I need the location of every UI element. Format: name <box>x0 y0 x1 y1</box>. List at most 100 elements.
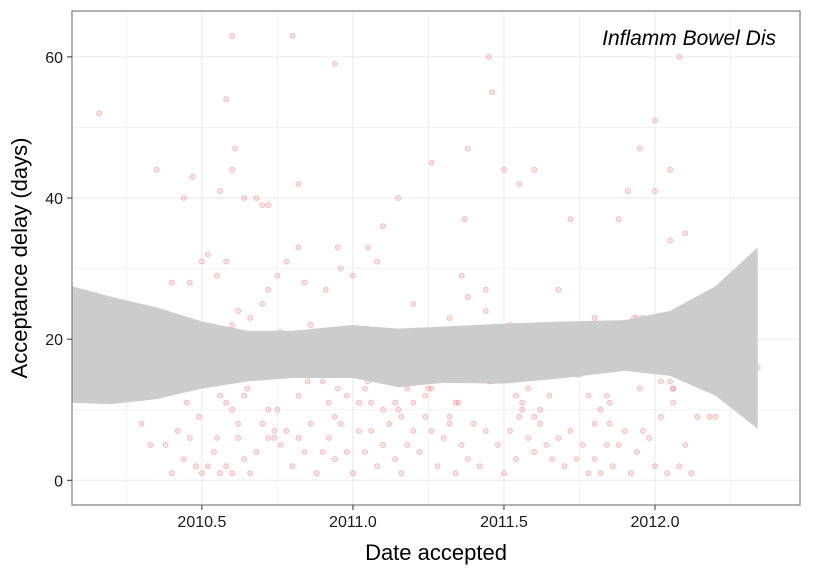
scatter-point <box>235 307 242 314</box>
scatter-point <box>458 272 465 279</box>
scatter-point <box>186 279 193 286</box>
scatter-point <box>386 420 393 427</box>
scatter-point <box>331 456 338 463</box>
scatter-point <box>265 406 272 413</box>
scatter-point <box>482 286 489 293</box>
scatter-point <box>621 427 628 434</box>
scatter-point <box>488 89 495 96</box>
scatter-point <box>694 413 701 420</box>
scatter-point <box>640 427 646 434</box>
scatter-point <box>319 449 326 456</box>
scatter-point <box>585 470 592 477</box>
scatter-point <box>637 145 643 152</box>
x-axis-ticks: 2010.5 2011.0 2011.5 2012.0 <box>177 505 680 531</box>
scatter-point <box>470 420 477 427</box>
scatter-point <box>627 470 634 477</box>
scatter-point <box>265 435 272 441</box>
scatter-point <box>519 406 525 413</box>
scatter-point <box>609 463 616 470</box>
scatter-point <box>271 427 278 434</box>
scatter-point <box>204 251 211 258</box>
scatter-point <box>585 392 592 399</box>
plot-panel-border <box>71 10 801 506</box>
scatter-point <box>395 406 402 413</box>
y-axis-title: Acceptance delay (days) <box>7 138 32 379</box>
scatter-point <box>688 470 695 477</box>
scatter-point <box>319 378 326 385</box>
scatter-point <box>343 449 350 456</box>
scatter-point <box>531 166 538 173</box>
x-tick-label: 2010.5 <box>177 514 226 531</box>
scatter-point <box>555 435 562 441</box>
scatter-point <box>482 427 489 434</box>
scatter-point <box>567 216 574 223</box>
scatter-point <box>615 216 622 223</box>
y-tick-label: 20 <box>45 332 63 349</box>
scatter-point <box>712 413 719 420</box>
scatter-point <box>304 378 311 385</box>
scatter-point <box>597 406 604 413</box>
scatter-point <box>138 420 145 427</box>
scatter-point <box>591 420 598 427</box>
scatter-point <box>543 442 550 448</box>
scatter-point <box>301 279 308 286</box>
scatter-point <box>416 449 423 456</box>
scatter-point <box>217 470 223 477</box>
scatter-point <box>274 272 281 279</box>
scatter-point <box>603 442 610 448</box>
scatter-point <box>549 456 556 463</box>
scatter-point <box>229 166 236 173</box>
plot-panel <box>72 11 800 505</box>
scatter-point <box>241 392 248 399</box>
scatter-point <box>180 456 187 463</box>
scatter-point <box>147 442 154 448</box>
scatter-point <box>356 399 362 406</box>
scatter-point <box>706 413 713 420</box>
x-tick-label: 2012.0 <box>631 514 680 531</box>
scatter-point <box>446 413 453 420</box>
scatter-point <box>461 216 468 223</box>
scatter-point <box>331 61 338 67</box>
scatter-point <box>428 159 435 166</box>
scatter-point <box>440 435 447 441</box>
scatter-point <box>676 54 683 60</box>
scatter-point <box>676 463 683 470</box>
scatter-point <box>295 180 302 187</box>
scatter-point <box>422 392 429 399</box>
scatter-point <box>271 435 278 441</box>
scatter-point <box>217 392 223 399</box>
scatter-point <box>265 202 272 209</box>
scatter-point <box>476 463 483 470</box>
scatter-point <box>555 286 562 293</box>
scatter-point <box>204 463 211 470</box>
scatter-point <box>253 195 260 201</box>
scatter-point <box>189 173 196 180</box>
panel-annotation: Inflamm Bowel Dis <box>602 27 776 50</box>
scatter-point <box>235 420 242 427</box>
scatter-point <box>241 456 248 463</box>
scatter-point <box>277 442 284 448</box>
scatter-point <box>374 258 381 265</box>
x-tick-label: 2011.5 <box>480 514 528 531</box>
scatter-point <box>223 258 230 265</box>
scatter-point <box>670 399 676 406</box>
scatter-point <box>537 406 544 413</box>
scatter-point <box>380 223 387 230</box>
scatter-point <box>525 385 531 392</box>
scatter-point <box>307 322 314 328</box>
scatter-point <box>289 463 296 470</box>
scatter-point <box>561 463 568 470</box>
scatter-point <box>422 413 429 420</box>
scatter-point <box>343 392 350 399</box>
scatter-point <box>667 378 673 385</box>
scatter-point <box>168 470 175 477</box>
scatter-point <box>223 96 230 103</box>
scatter-point <box>573 456 580 463</box>
scatter-point <box>265 286 272 293</box>
scatter-point <box>198 470 205 477</box>
scatter-point <box>434 463 441 470</box>
scatter-point <box>174 427 181 434</box>
scatter-point <box>464 145 471 152</box>
scatter-point <box>634 449 640 456</box>
scatter-point <box>307 420 314 427</box>
